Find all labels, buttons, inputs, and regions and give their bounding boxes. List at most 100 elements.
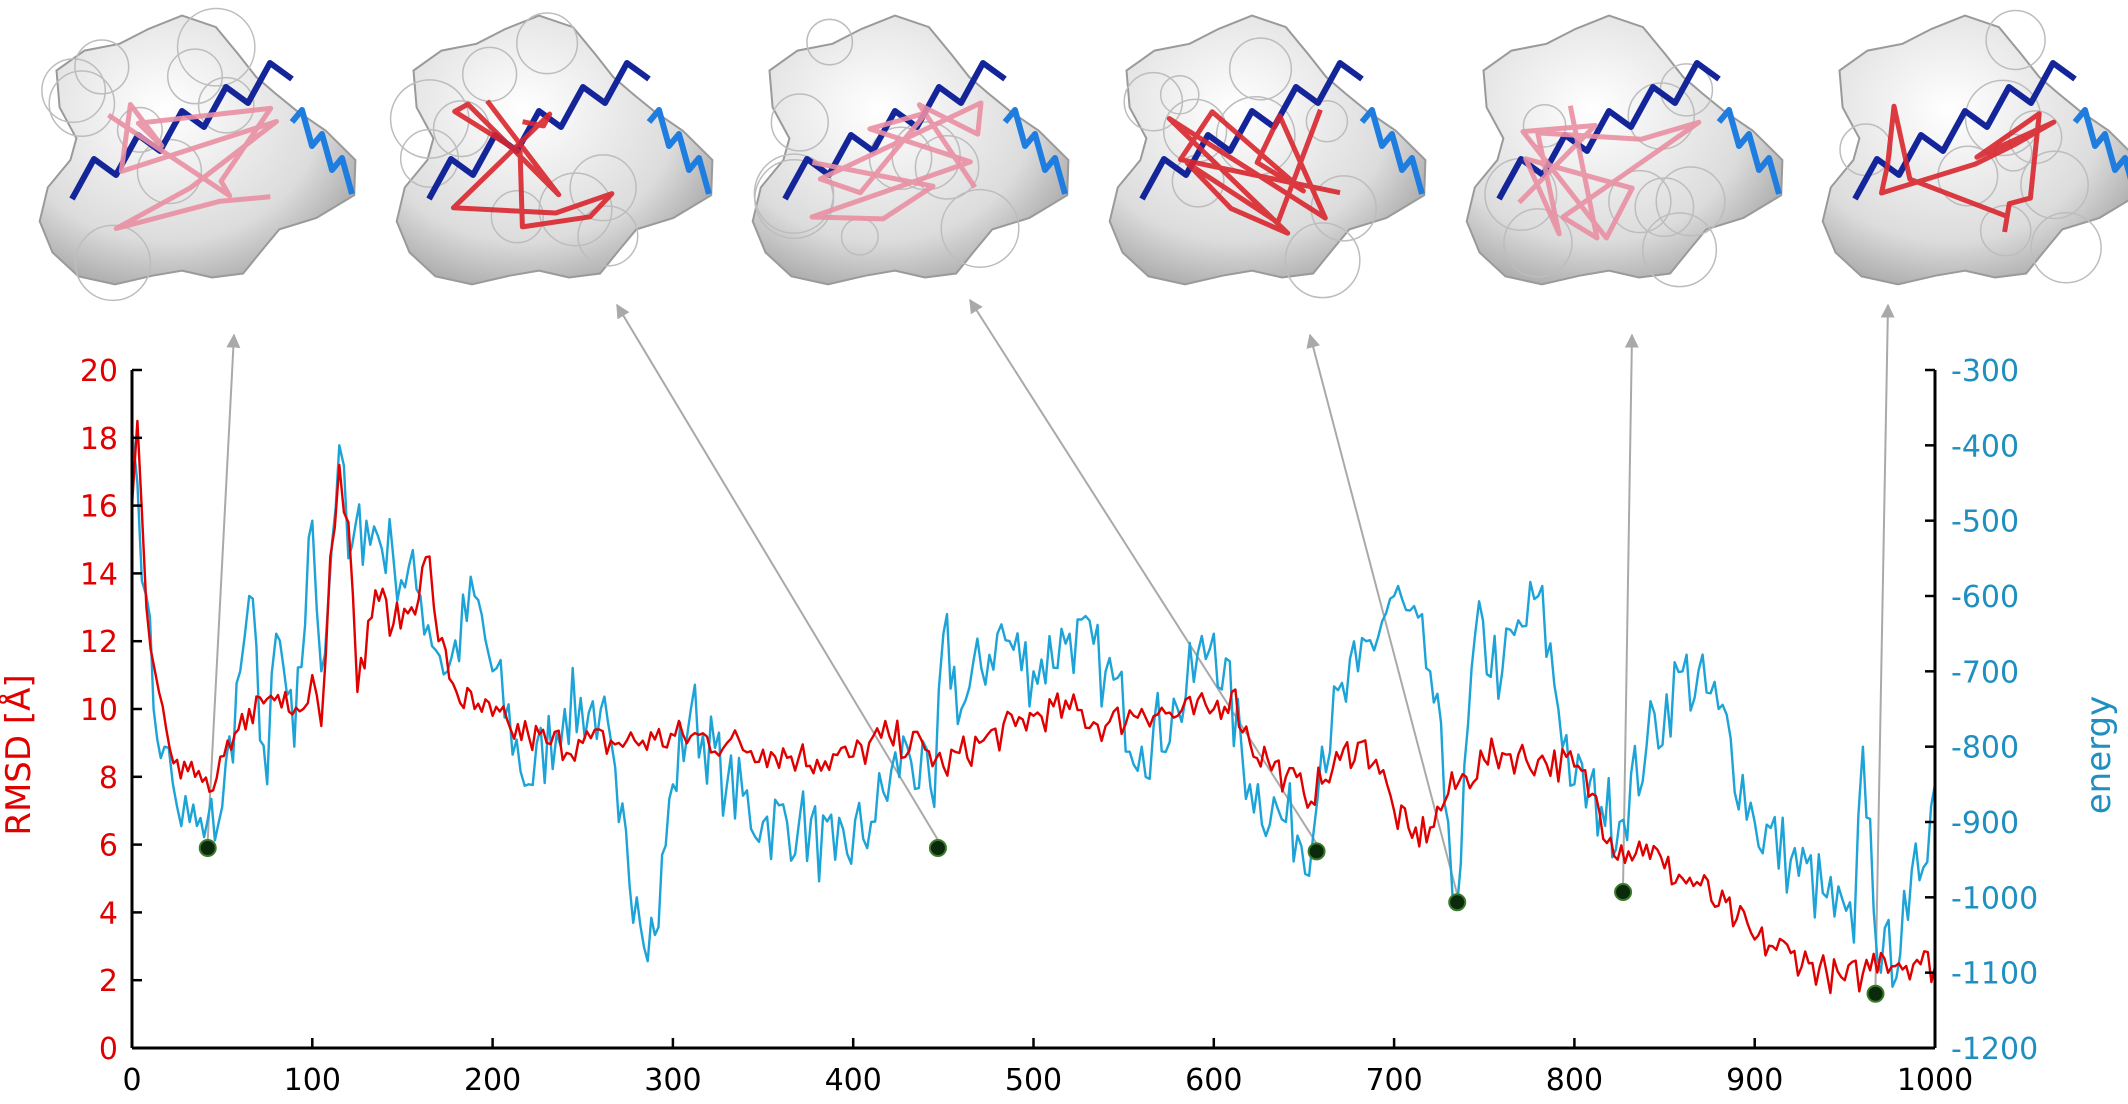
surface-bump <box>914 134 980 200</box>
helix-trace-light <box>1002 107 1068 195</box>
energy-series-line <box>130 430 1937 988</box>
y-right-tick-label: -800 <box>1951 731 2019 766</box>
y-right-tick-label: -400 <box>1951 429 2019 464</box>
surface-bump <box>569 154 637 222</box>
x-tick-label: 900 <box>1726 1063 1783 1098</box>
surface-bump <box>197 76 255 134</box>
y-axis-right-label: energy <box>2079 696 2119 814</box>
surface-bump <box>48 70 116 138</box>
peptide-trace <box>809 100 984 222</box>
surface-bump <box>2020 150 2089 220</box>
surface-bump <box>753 153 835 234</box>
peptide-trace <box>1166 108 1341 236</box>
surface-bump <box>1608 169 1672 234</box>
annotation-arrows <box>206 298 1895 986</box>
plot-area: 0 100 200 300 400 500 600 700 800 900 1000 0 2 4 6 8 10 1… <box>0 354 2119 1098</box>
selected-model-marker <box>198 838 217 857</box>
y-right-tick-label: -500 <box>1951 505 2019 540</box>
x-tick-label: 500 <box>1005 1063 1062 1098</box>
surface-bump <box>538 172 613 247</box>
surface-bump <box>176 7 256 87</box>
annotation-arrow <box>969 298 1318 844</box>
structure-panel <box>389 12 714 286</box>
marker-layer <box>198 838 1885 1003</box>
surface-bump <box>1284 222 1361 299</box>
structure-panel <box>38 7 357 302</box>
x-tick-label: 1000 <box>1897 1063 1973 1098</box>
y-right-tick-label: -600 <box>1951 580 2019 615</box>
annotation-arrow <box>616 303 939 841</box>
y-left-tick-label: 14 <box>80 557 118 592</box>
helix-trace-light <box>1359 107 1425 195</box>
surface-bump <box>1641 212 1718 288</box>
helix-trace-light <box>646 107 712 195</box>
y-left-tick-label: 20 <box>80 354 118 389</box>
y-left-tick-label: 2 <box>99 964 118 999</box>
structure-panel <box>1821 9 2128 286</box>
y-left-tick-label: 16 <box>80 490 118 525</box>
helix-trace-dark <box>782 60 1007 201</box>
x-tick-label: 600 <box>1185 1063 1242 1098</box>
peptide-trace <box>1879 103 2057 233</box>
surface-bump <box>74 224 152 302</box>
rmsd-series-line <box>130 419 1937 995</box>
surface-bump <box>806 18 854 66</box>
surface-bump <box>940 188 1020 268</box>
surface-bump <box>74 39 130 95</box>
helix-trace-light <box>2072 107 2128 181</box>
surface-bump <box>577 205 639 267</box>
y-right-tick-label: -1100 <box>1951 957 2038 992</box>
y-right-tick-label: -1200 <box>1951 1032 2038 1067</box>
annotation-arrow <box>206 333 241 841</box>
helix-trace-dark <box>1852 60 2077 201</box>
y-left-tick-label: 4 <box>99 896 118 931</box>
surface-bump <box>2030 212 2102 284</box>
annotation-arrow <box>1306 333 1459 895</box>
x-tick-label: 400 <box>825 1063 882 1098</box>
helix-trace-light <box>289 107 355 195</box>
peptide-trace <box>107 102 279 231</box>
x-tick-label: 800 <box>1546 1063 1603 1098</box>
surface-bump <box>41 58 107 124</box>
structure-panel <box>1465 14 1784 288</box>
surface-bump <box>1503 208 1573 278</box>
y-right-tick-label: -1000 <box>1951 881 2038 916</box>
surface-bump <box>399 128 460 188</box>
selected-model-marker <box>1307 842 1326 861</box>
y-right-tick-label: -700 <box>1951 655 2019 690</box>
x-tick-label: 300 <box>644 1063 701 1098</box>
axes-layer: 0 100 200 300 400 500 600 700 800 900 1000 0 2 4 6 8 10 1… <box>80 354 2038 1098</box>
surface-bump <box>116 106 163 153</box>
y-left-tick-label: 0 <box>99 1032 118 1067</box>
annotation-arrow <box>1622 333 1639 885</box>
helix-trace-dark <box>1139 60 1364 201</box>
x-tick-label: 100 <box>284 1063 341 1098</box>
x-tick-label: 700 <box>1365 1063 1422 1098</box>
selected-model-marker <box>1448 893 1467 912</box>
helix-trace-dark <box>1496 60 1721 201</box>
y-left-tick-label: 8 <box>99 761 118 796</box>
series-layer <box>130 419 1937 995</box>
helix-trace-light <box>1716 107 1782 195</box>
surface-bump <box>1655 166 1726 237</box>
y-right-tick-label: -300 <box>1951 354 2019 389</box>
annotation-arrow <box>1874 303 1895 986</box>
x-tick-label: 200 <box>464 1063 521 1098</box>
x-tick-label: 0 <box>122 1063 141 1098</box>
helix-trace-dark <box>69 60 294 201</box>
y-left-tick-label: 10 <box>80 693 118 728</box>
selected-model-marker <box>1614 883 1633 902</box>
surface-bump <box>1985 9 2046 71</box>
selected-model-marker <box>928 838 947 857</box>
protein-surface <box>751 14 1070 286</box>
y-left-tick-label: 18 <box>80 422 118 457</box>
selected-model-marker <box>1866 984 1885 1003</box>
peptide-trace <box>1517 105 1702 241</box>
y-axis-left-label: RMSD [Å] <box>0 674 39 835</box>
surface-bump <box>770 93 829 152</box>
peptide-trace <box>450 99 615 230</box>
y-left-tick-label: 6 <box>99 829 118 864</box>
y-left-tick-label: 12 <box>80 625 118 660</box>
